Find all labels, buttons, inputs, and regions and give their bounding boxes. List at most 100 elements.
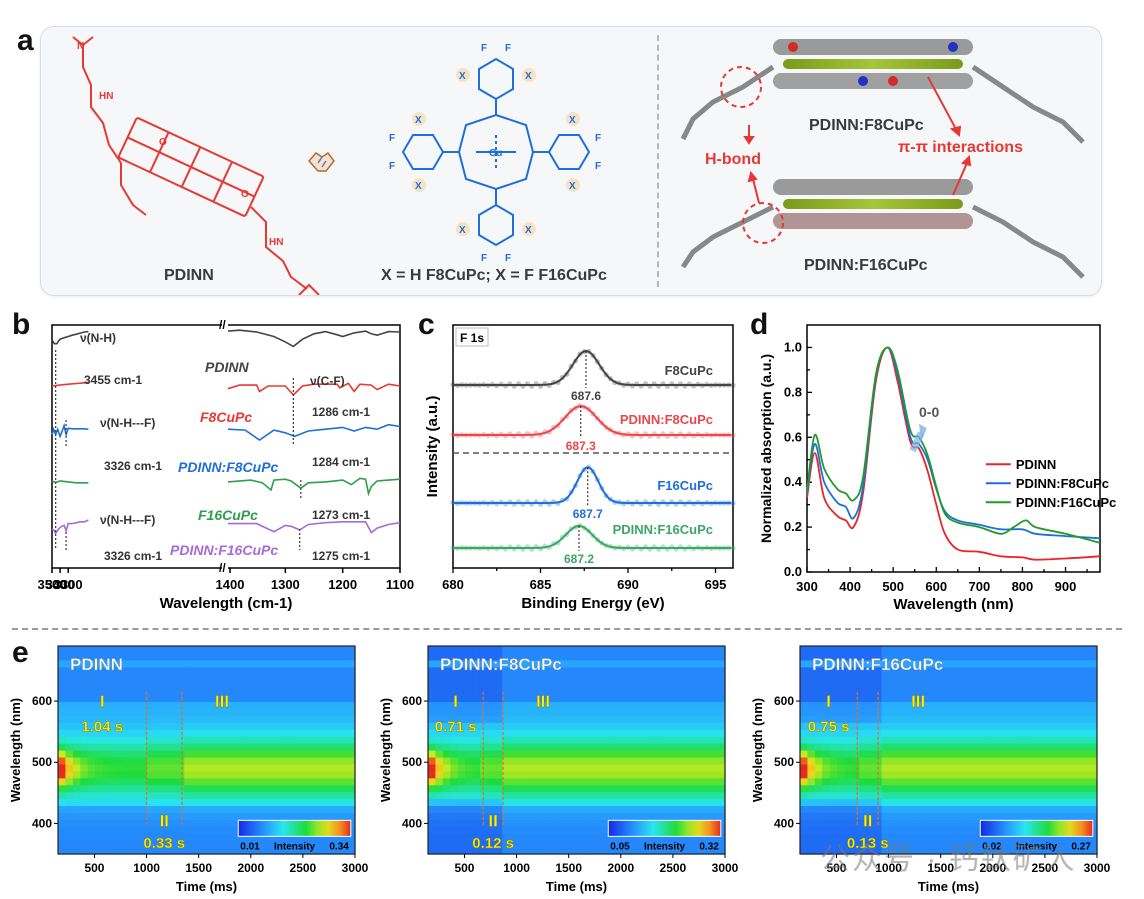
heatmap-cell	[288, 791, 297, 800]
heatmap-cell	[199, 666, 208, 675]
heatmap-cell	[288, 763, 297, 772]
heatmap-cell	[687, 743, 696, 751]
heatmap-cell	[955, 715, 964, 723]
heatmap-cell	[993, 659, 1002, 668]
heatmap-cell	[531, 646, 540, 654]
heatmap-cell	[1015, 763, 1024, 772]
heatmap-cell	[228, 756, 237, 765]
heatmap-cell	[710, 715, 719, 723]
heatmap-cell	[147, 750, 156, 758]
heatmap-cell	[635, 715, 644, 723]
heatmap-cell	[102, 736, 111, 744]
heatmap-cell	[317, 729, 326, 737]
heatmap-cell	[428, 687, 437, 696]
heatmap-cell	[310, 708, 319, 716]
heatmap-cell	[1082, 729, 1091, 737]
heatmap-cell	[524, 694, 533, 703]
heatmap-cell	[1089, 784, 1098, 793]
heatmap-cell	[1000, 729, 1009, 737]
heatmap-cell	[450, 652, 459, 661]
heatmap-cell	[800, 701, 809, 709]
heatmap-cell	[695, 763, 704, 772]
heatmap-cell	[1037, 847, 1046, 855]
heatmap-cell	[993, 666, 1002, 675]
heatmap-cell	[717, 652, 726, 661]
heatmap-cell	[169, 659, 178, 668]
heatmap-cell	[191, 729, 200, 737]
panel-a-structures: HN HN N O O PDINN X X	[40, 26, 1102, 296]
heatmap-cell	[695, 687, 704, 696]
heatmap-cell	[673, 673, 682, 682]
heatmap-cell	[502, 750, 511, 758]
heatmap-cell	[1045, 694, 1054, 703]
heatmap-cell	[487, 756, 496, 765]
heatmap-cell	[687, 722, 696, 730]
heatmap-cell	[1037, 805, 1046, 813]
heatmap-cell	[941, 666, 950, 675]
heatmap-cell	[472, 826, 481, 834]
heatmap-cell	[332, 673, 341, 682]
heatmap-cell	[347, 770, 356, 779]
heatmap-cell	[911, 756, 920, 765]
heatmap-cell	[1052, 701, 1061, 709]
heatmap-cell	[199, 777, 208, 786]
heatmap-cell	[154, 743, 163, 751]
heatmap-cell	[851, 687, 860, 696]
heatmap-cell	[450, 729, 459, 737]
heatmap-cell	[970, 826, 979, 834]
heatmap-cell	[926, 791, 935, 800]
heatmap-cell	[317, 708, 326, 716]
heatmap-cell	[340, 652, 349, 661]
heatmap-cell	[280, 756, 289, 765]
heatmap-cell	[236, 659, 245, 668]
pdinn-atom-o-2: O	[241, 189, 249, 200]
heatmap-cell	[479, 708, 488, 716]
heatmap-cell	[95, 673, 104, 682]
heatmap-cell	[184, 743, 193, 751]
heatmap-cell	[117, 833, 126, 841]
heatmap-cell	[613, 750, 622, 758]
heatmap-cell	[147, 722, 156, 730]
heatmap-cell	[851, 708, 860, 716]
heatmap-cell	[531, 736, 540, 744]
heatmap-cell	[102, 659, 111, 668]
heatmap-cell	[531, 840, 540, 848]
heatmap-cell	[859, 770, 868, 779]
heatmap-cell	[673, 736, 682, 744]
heatmap-cell	[926, 770, 935, 779]
heatmap-cell	[613, 840, 622, 848]
heatmap-cell	[509, 729, 518, 737]
heatmap-cell	[295, 715, 304, 723]
heatmap-cell	[87, 819, 96, 827]
heatmap-cell	[457, 847, 466, 855]
heatmap-cell	[199, 763, 208, 772]
heatmap-cell	[317, 722, 326, 730]
heatmap-cell	[472, 743, 481, 751]
heatmap-cell	[717, 708, 726, 716]
heatmap-cell	[479, 791, 488, 800]
heatmap-cell	[1059, 750, 1068, 758]
heatmap-cell	[109, 840, 118, 848]
heatmap-cell	[829, 826, 838, 834]
heatmap-cell	[169, 798, 178, 807]
heatmap-cell	[295, 750, 304, 758]
heatmap-cell	[1007, 784, 1016, 793]
colorbar	[607, 819, 722, 837]
heatmap-cell	[531, 791, 540, 800]
heatmap-cell	[509, 708, 518, 716]
heatmap-cell	[176, 819, 185, 827]
heatmap-cell	[844, 659, 853, 668]
heatmap-cell	[450, 722, 459, 730]
heatmap-cell	[658, 646, 667, 654]
heatmap-cell	[561, 722, 570, 730]
heatmap-cell	[213, 708, 222, 716]
heatmap-cell	[1082, 833, 1091, 841]
heatmap-cell	[303, 750, 312, 758]
heatmap-cell	[1007, 763, 1016, 772]
heatmap-cell	[1082, 646, 1091, 654]
heatmap-cell	[643, 694, 652, 703]
heatmap-cell	[680, 847, 689, 855]
heatmap-cell	[576, 673, 585, 682]
heatmap-cell	[903, 680, 912, 689]
heatmap-cell	[531, 708, 540, 716]
